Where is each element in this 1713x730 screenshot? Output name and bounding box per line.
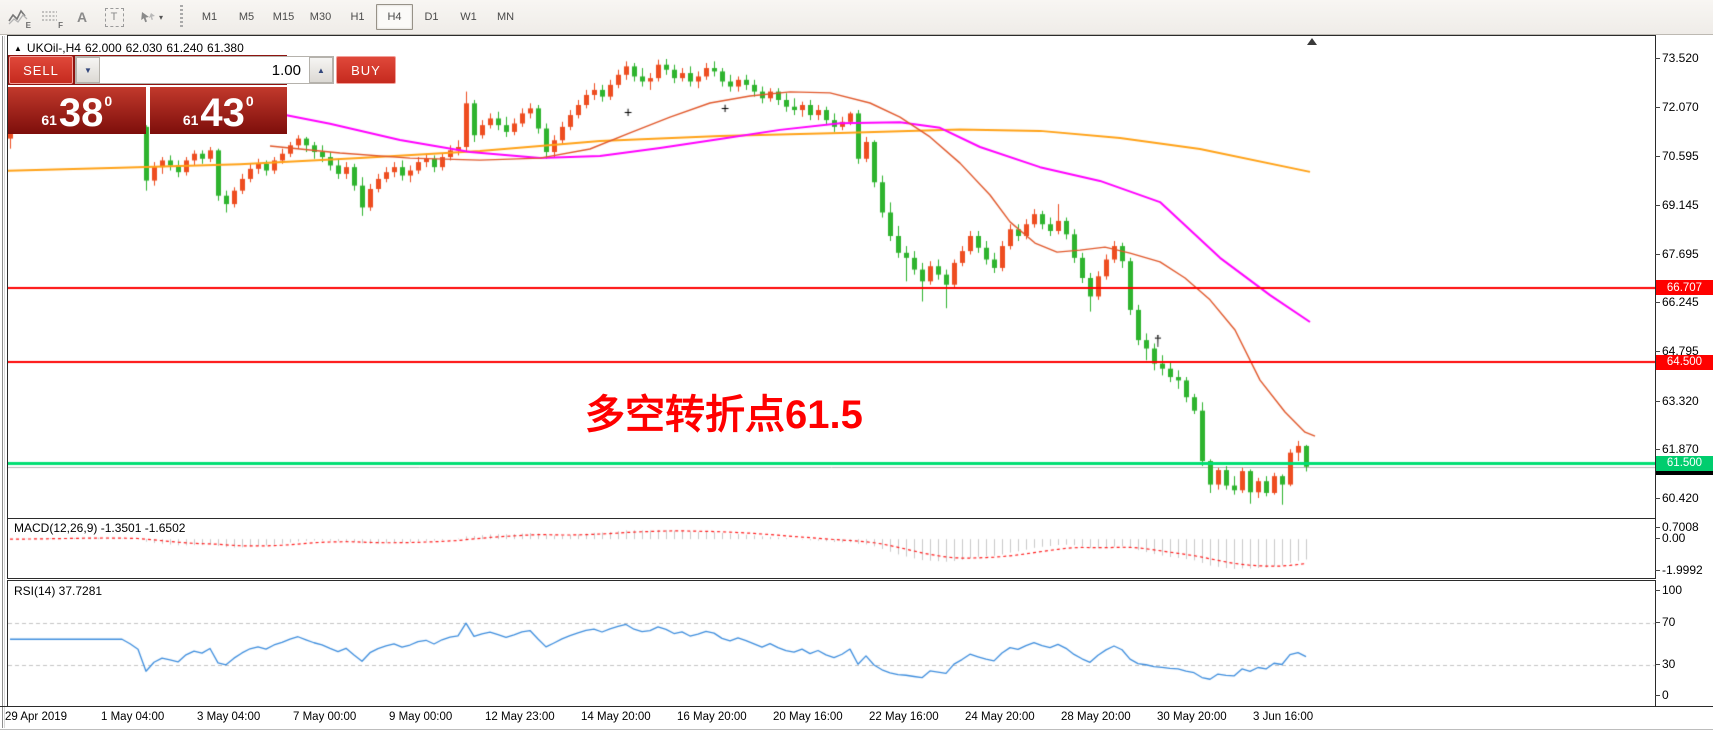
ask-sup-digit: 0: [245, 93, 254, 109]
tf-button-W1[interactable]: W1: [460, 11, 477, 23]
rsi-axis-label: 30: [1655, 657, 1712, 671]
chart-ohlc-header: ▲ UKOil-,H4 62.000 62.030 61.240 61.380: [14, 41, 248, 55]
rsi-label: RSI(14) 37.7281: [14, 584, 103, 598]
price-badge-66.707: 66.707: [1656, 280, 1713, 296]
time-tick: 30 May 20:00: [1157, 711, 1227, 723]
quote-row: 61 38 0 61 43 0: [8, 87, 287, 134]
toolbar-separator: [180, 5, 183, 29]
time-tick: 9 May 00:00: [389, 711, 453, 723]
tf-button-H4[interactable]: H4: [376, 4, 413, 30]
tf-button-MN[interactable]: MN: [496, 11, 515, 23]
volume-stepper: ▼ ▲: [75, 56, 334, 84]
rsi-panel: [7, 580, 1656, 707]
tf-button-M1[interactable]: M1: [201, 11, 218, 23]
zigzag-chart-glyph: [8, 9, 28, 25]
time-tick: 28 May 20:00: [1061, 711, 1131, 723]
macd-label: MACD(12,26,9) -1.3501 -1.6502: [14, 521, 186, 535]
volume-decrease-button[interactable]: ▼: [76, 57, 100, 83]
price-badge-61.500: 61.500: [1656, 455, 1713, 471]
text-label-icon[interactable]: A: [68, 4, 96, 30]
buy-button[interactable]: BUY: [336, 56, 396, 84]
time-tick: 20 May 16:00: [773, 711, 843, 723]
macd-panel: [7, 518, 1656, 579]
tf-button-H1[interactable]: H1: [350, 11, 365, 23]
price-tick: 66.245: [1655, 295, 1712, 309]
price-tick: 70.595: [1655, 149, 1712, 163]
rsi-axis-label: 100: [1655, 583, 1712, 597]
symbol-label: UKOil-,H4: [26, 41, 81, 55]
letter-a-glyph: A: [76, 9, 88, 25]
window-left-edge-highlight: [4, 36, 5, 728]
price-badge-64.500: 64.500: [1656, 354, 1713, 370]
sell-button[interactable]: SELL: [9, 56, 73, 84]
indicators-icon[interactable]: E: [4, 4, 32, 30]
icon-letter: E: [25, 21, 31, 30]
toolbar: E F A T ▾ M1 M5 M15 M30 H1 H4 D1 W1 MN: [0, 0, 1713, 35]
rsi-axis-label: 70: [1655, 615, 1712, 629]
price-axis[interactable]: 73.520 72.070 70.595 69.145 67.695 66.245 64.7…: [1655, 36, 1713, 706]
low-value: 61.240: [166, 41, 204, 55]
rsi-canvas: [8, 581, 1655, 706]
grid-icon[interactable]: F: [36, 4, 64, 30]
arrow-tools-icon[interactable]: ▾: [132, 4, 170, 30]
time-axis[interactable]: 29 Apr 2019 1 May 04:00 3 May 04:00 7 May 0…: [0, 706, 1713, 730]
text-box-icon[interactable]: T: [100, 4, 128, 30]
letter-t-glyph: T: [104, 7, 124, 27]
time-tick: 29 Apr 2019: [5, 711, 68, 723]
time-tick: 22 May 16:00: [869, 711, 939, 723]
price-tick: 61.870: [1655, 442, 1712, 456]
volume-increase-button[interactable]: ▲: [309, 57, 333, 83]
order-row: SELL ▼ ▲ BUY: [8, 55, 396, 85]
window-left-edge: [2, 36, 3, 728]
close-value: 61.380: [207, 41, 244, 55]
tf-button-M15[interactable]: M15: [272, 11, 295, 23]
time-tick: 7 May 00:00: [293, 711, 357, 723]
time-tick: 14 May 20:00: [581, 711, 651, 723]
time-tick: 1 May 04:00: [101, 711, 165, 723]
chart-annotation-text: 多空转折点61.5: [585, 393, 863, 437]
icon-letter: F: [58, 21, 63, 30]
price-tick: 67.695: [1655, 247, 1712, 261]
macd-axis-label: 0.7008: [1655, 520, 1712, 534]
price-tick: 60.420: [1655, 491, 1712, 505]
chevron-down-icon: ▾: [158, 12, 163, 22]
price-tick: 69.145: [1655, 198, 1712, 212]
ask-prefix: 61: [182, 112, 199, 128]
bid-sup-digit: 0: [104, 93, 113, 109]
one-click-trading-panel: SELL ▼ ▲ BUY 61 38 0 61 43 0: [8, 55, 396, 134]
high-value: 62.030: [125, 41, 163, 55]
macd-axis-label: -1.9992: [1655, 563, 1712, 577]
time-tick: 3 May 04:00: [197, 711, 261, 723]
grid-glyph: [42, 11, 57, 21]
time-tick: 24 May 20:00: [965, 711, 1035, 723]
tf-button-D1[interactable]: D1: [424, 11, 439, 23]
bid-big-digits: 38: [58, 91, 104, 135]
time-tick: 12 May 23:00: [485, 711, 555, 723]
collapse-icon[interactable]: ▲: [14, 44, 22, 53]
rsi-axis-label: 0: [1655, 688, 1712, 702]
bid-quote[interactable]: 61 38 0: [8, 87, 146, 134]
volume-input[interactable]: [100, 57, 309, 83]
ask-big-digits: 43: [200, 91, 245, 135]
time-tick: 3 Jun 16:00: [1253, 711, 1314, 723]
macd-canvas: [8, 519, 1655, 578]
chart-shift-marker-icon[interactable]: [1307, 38, 1317, 45]
price-tick: 72.070: [1655, 100, 1712, 114]
tf-button-M5[interactable]: M5: [238, 11, 255, 23]
macd-axis-label: 0.00: [1655, 531, 1712, 545]
tf-button-M30[interactable]: M30: [309, 11, 332, 23]
timeframe-group: M1 M5 M15 M30 H1 H4 D1 W1 MN: [191, 4, 524, 30]
price-tick: 73.520: [1655, 51, 1712, 65]
ask-quote[interactable]: 61 43 0: [149, 87, 287, 135]
time-tick: 16 May 20:00: [677, 711, 747, 723]
open-value: 62.000: [84, 41, 122, 55]
price-tick: 63.320: [1655, 394, 1712, 408]
arrows-glyph: [141, 12, 155, 23]
bid-prefix: 61: [41, 112, 57, 128]
